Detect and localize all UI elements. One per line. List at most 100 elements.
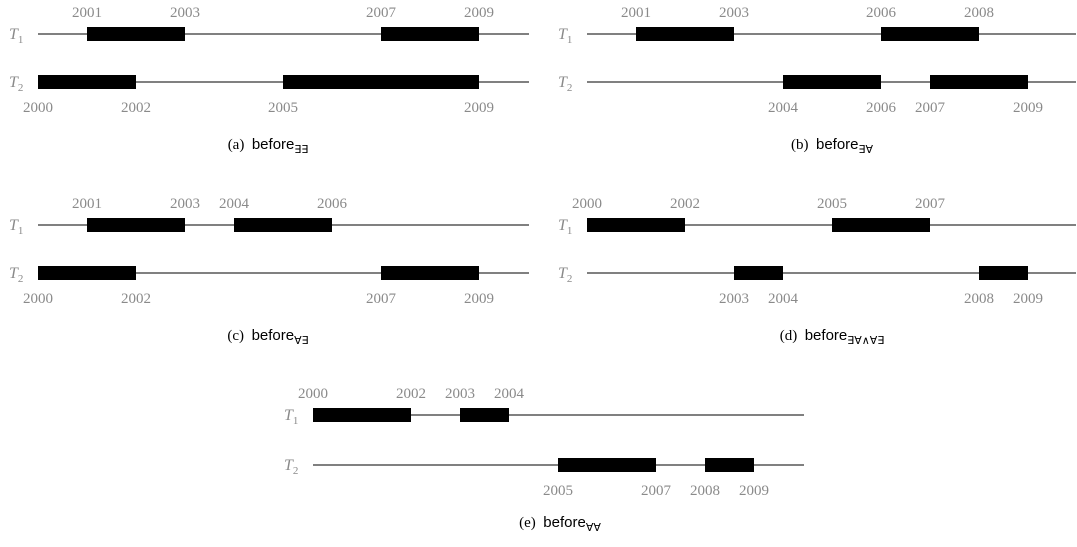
timeline-label: T2 — [9, 74, 23, 94]
interval-bar — [832, 218, 930, 232]
interval-bar — [979, 266, 1028, 280]
year-label: 2003 — [170, 196, 200, 212]
year-label: 2004 — [494, 386, 525, 402]
interval-bar — [38, 75, 136, 89]
caption-label: (d) — [780, 328, 805, 344]
year-label: 2002 — [670, 196, 700, 212]
year-label: 2007 — [915, 196, 946, 212]
year-label: 2006 — [866, 5, 897, 21]
interval-bar — [558, 458, 656, 472]
year-label: 2007 — [915, 100, 946, 116]
year-label: 2003 — [719, 291, 749, 307]
year-label: 2009 — [1013, 100, 1043, 116]
interval-bar — [38, 266, 136, 280]
interval-bar — [381, 27, 479, 41]
year-label: 2007 — [366, 291, 397, 307]
timeline-label: T1 — [284, 407, 298, 427]
caption-word: before — [816, 136, 859, 153]
year-label: 2007 — [366, 5, 397, 21]
caption-subscript: ∃∃ — [294, 143, 308, 156]
caption-word: before — [805, 327, 848, 344]
caption-label: (e) — [519, 515, 543, 531]
year-label: 2005 — [817, 196, 847, 212]
caption-word: before — [252, 327, 295, 344]
interval-bar — [705, 458, 754, 472]
timeline-label-subscript: 1 — [567, 34, 573, 46]
interval-bar — [313, 408, 411, 422]
year-label: 2002 — [396, 386, 426, 402]
timeline-row: T1 2001 2003 2004 2006 — [9, 196, 529, 237]
year-label: 2009 — [464, 5, 494, 21]
interval-bar — [783, 75, 881, 89]
caption-subscript: ∃∀∧∀∃ — [847, 334, 884, 347]
timeline-label-subscript: 2 — [567, 82, 573, 94]
panel-caption: (e) before∀∀ — [519, 514, 601, 534]
caption-subscript: ∀∀ — [586, 521, 602, 534]
panel-caption: (a) before∃∃ — [228, 136, 309, 156]
year-label: 2008 — [964, 5, 994, 21]
interval-bar — [381, 266, 479, 280]
caption-label: (a) — [228, 137, 252, 153]
year-label: 2006 — [317, 196, 348, 212]
interval-bar — [87, 27, 185, 41]
year-label: 2009 — [739, 483, 769, 499]
timeline-label: T1 — [558, 217, 572, 237]
caption-word: before — [543, 514, 586, 531]
interval-bar — [283, 75, 479, 89]
caption-label: (c) — [227, 328, 251, 344]
timeline-label-subscript: 2 — [567, 273, 573, 285]
timeline-label: T1 — [558, 26, 572, 46]
year-label: 2005 — [543, 483, 573, 499]
timeline-row: T2 2004 2006 2007 2009 — [558, 74, 1076, 116]
interval-bar — [587, 218, 685, 232]
year-label: 2004 — [768, 291, 799, 307]
timeline-label: T2 — [284, 457, 298, 477]
caption-subscript: ∀∃ — [294, 334, 309, 347]
year-label: 2000 — [23, 100, 53, 116]
timeline-label-subscript: 1 — [567, 225, 573, 237]
timeline-label: T2 — [9, 265, 23, 285]
interval-bar — [881, 27, 979, 41]
caption-subscript: ∃∀ — [859, 143, 874, 156]
year-label: 2009 — [464, 291, 494, 307]
timeline-label-subscript: 2 — [18, 82, 24, 94]
panel-caption: (b) before∃∀ — [791, 136, 873, 156]
caption-word: before — [252, 136, 295, 153]
year-label: 2003 — [445, 386, 475, 402]
panel-caption: (d) before∃∀∧∀∃ — [780, 327, 885, 347]
interval-bar — [87, 218, 185, 232]
interval-bar — [930, 75, 1028, 89]
year-label: 2008 — [690, 483, 720, 499]
timeline-label-subscript: 1 — [18, 225, 24, 237]
year-label: 2002 — [121, 291, 151, 307]
year-label: 2000 — [23, 291, 53, 307]
timeline-label-subscript: 1 — [293, 415, 299, 427]
timeline-label: T2 — [558, 74, 572, 94]
year-label: 2004 — [219, 196, 250, 212]
year-label: 2001 — [621, 5, 651, 21]
interval-bar — [734, 266, 783, 280]
caption-label: (b) — [791, 137, 816, 153]
panel-caption: (c) before∀∃ — [227, 327, 308, 347]
timeline-row: T1 2001 2003 2007 2009 — [9, 5, 529, 46]
year-label: 2001 — [72, 196, 102, 212]
year-label: 2002 — [121, 100, 151, 116]
timeline-label: T2 — [558, 265, 572, 285]
year-label: 2000 — [572, 196, 602, 212]
timeline-label: T1 — [9, 217, 23, 237]
year-label: 2000 — [298, 386, 328, 402]
year-label: 2009 — [464, 100, 494, 116]
timeline-label-subscript: 2 — [293, 465, 299, 477]
year-label: 2008 — [964, 291, 994, 307]
year-label: 2003 — [719, 5, 749, 21]
year-label: 2001 — [72, 5, 102, 21]
year-label: 2005 — [268, 100, 298, 116]
